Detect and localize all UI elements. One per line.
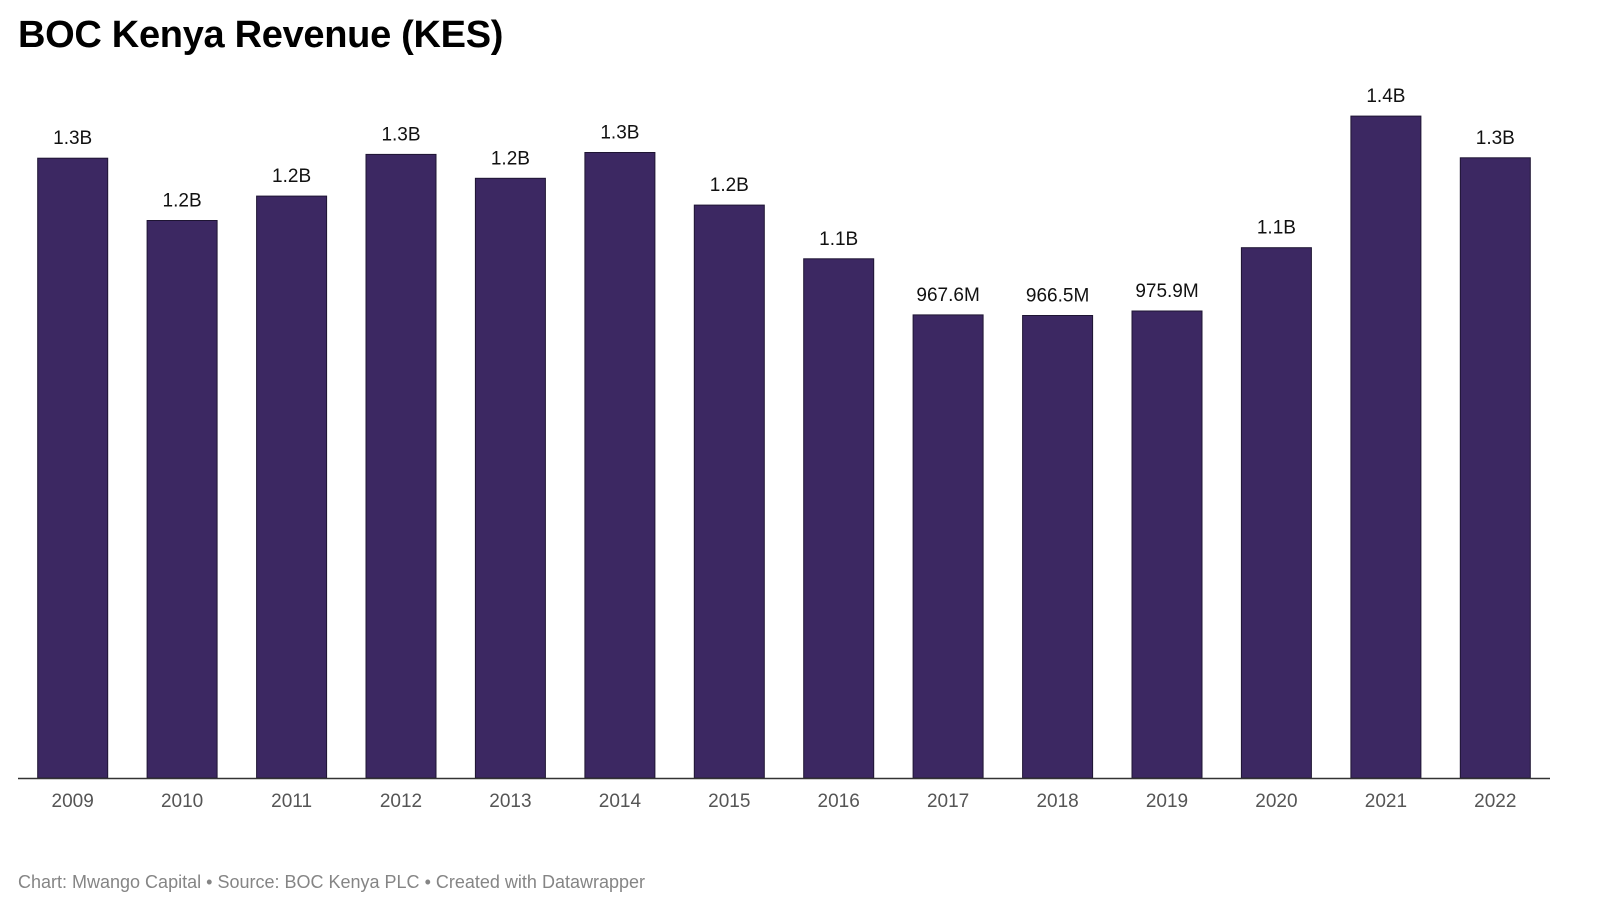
bar-2012	[365, 153, 437, 779]
bar-2021	[1350, 115, 1422, 779]
bar-2015	[693, 204, 765, 779]
x-tick-label-2012: 2012	[380, 791, 422, 812]
x-tick-label-2010: 2010	[161, 791, 203, 812]
value-label-2015: 1.2B	[710, 175, 749, 196]
value-label-2021: 1.4B	[1366, 86, 1405, 107]
footer-separator: •	[424, 872, 431, 892]
x-tick-label-2011: 2011	[271, 791, 312, 812]
x-tick-label-2015: 2015	[708, 791, 750, 812]
created-with: Created with Datawrapper	[435, 872, 645, 892]
bar-2019	[1131, 310, 1203, 779]
x-tick-label-2014: 2014	[599, 791, 642, 812]
bar-2016	[803, 258, 875, 779]
bar-2009	[37, 157, 109, 779]
bar-2022	[1459, 157, 1531, 779]
x-axis-ticks-layer: 2009 2010 2011 2012 2013 2014 2015 2016 2017 2018…	[52, 791, 1517, 812]
x-tick-label-2020: 2020	[1255, 791, 1297, 812]
value-label-2013: 1.2B	[491, 148, 530, 169]
chart-credit: Chart: Mwango Capital	[18, 872, 202, 892]
x-tick-label-2018: 2018	[1036, 791, 1078, 812]
value-label-2009: 1.3B	[53, 128, 92, 149]
x-tick-label-2016: 2016	[818, 791, 860, 812]
value-label-2010: 1.2B	[163, 191, 202, 212]
x-tick-label-2017: 2017	[927, 791, 969, 812]
bar-2014	[584, 152, 656, 779]
bars-layer	[37, 115, 1531, 779]
chart-source: Source: BOC Kenya PLC	[217, 872, 420, 892]
value-label-2020: 1.1B	[1257, 218, 1296, 239]
x-tick-label-2019: 2019	[1146, 791, 1188, 812]
bar-2018	[1022, 315, 1094, 779]
value-label-2012: 1.3B	[381, 124, 420, 145]
x-tick-label-2009: 2009	[52, 791, 94, 812]
value-labels-layer: 1.3B 1.2B 1.2B 1.3B 1.2B 1.3B 1.2B 1.1B 967.6M 96…	[53, 86, 1515, 306]
value-label-2016: 1.1B	[819, 229, 858, 250]
x-tick-label-2022: 2022	[1474, 791, 1516, 812]
value-label-2011: 1.2B	[272, 166, 311, 187]
bar-2010	[146, 220, 218, 779]
chart-footer: Chart: Mwango Capital • Source: BOC Keny…	[18, 872, 645, 893]
bar-2011	[256, 195, 328, 779]
footer-separator: •	[206, 872, 213, 892]
bar-2013	[474, 177, 546, 779]
value-label-2022: 1.3B	[1476, 128, 1515, 149]
bar-2017	[912, 314, 984, 779]
bar-2020	[1240, 247, 1312, 779]
value-label-2019: 975.9M	[1135, 281, 1198, 302]
x-tick-label-2013: 2013	[489, 791, 531, 812]
chart-title: BOC Kenya Revenue (KES)	[18, 14, 504, 56]
value-label-2017: 967.6M	[916, 285, 979, 306]
x-tick-label-2021: 2021	[1365, 791, 1407, 812]
value-label-2018: 966.5M	[1026, 286, 1089, 307]
value-label-2014: 1.3B	[600, 123, 639, 144]
